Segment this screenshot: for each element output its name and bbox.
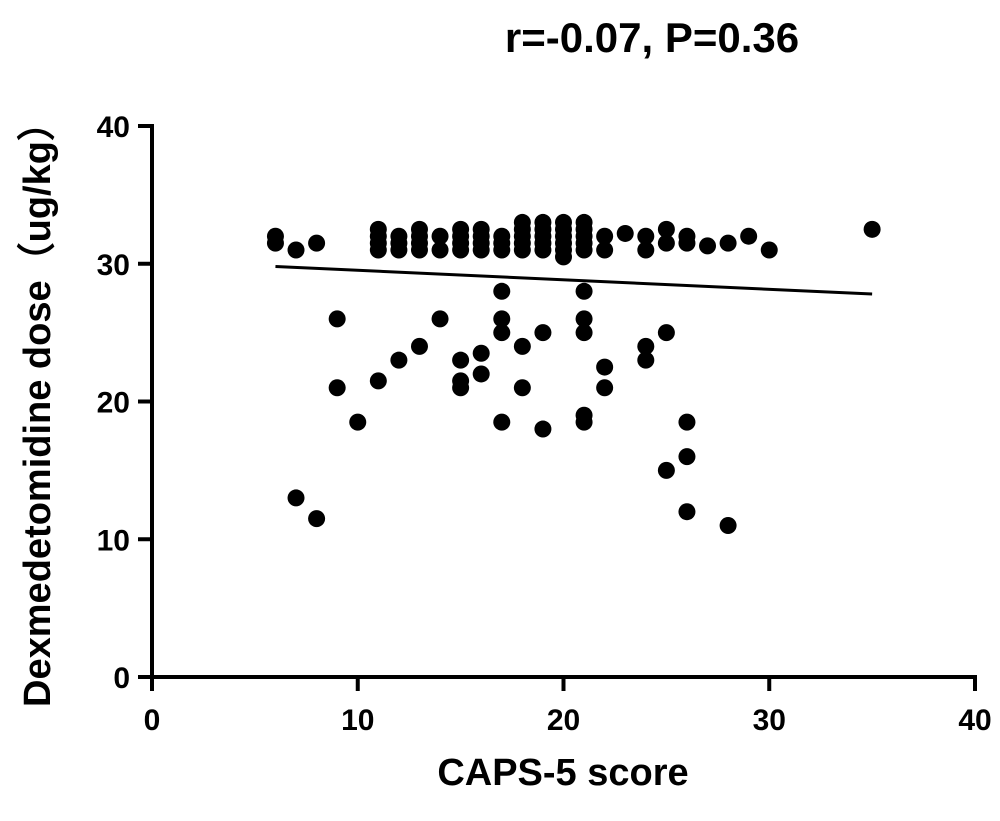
y-tick-label: 10 bbox=[97, 524, 130, 557]
data-point bbox=[349, 413, 367, 431]
data-point bbox=[637, 241, 655, 259]
data-point bbox=[596, 379, 614, 397]
data-point bbox=[534, 324, 552, 342]
y-axis-label: Dexmedetomidine dose（ug/kg） bbox=[17, 103, 59, 707]
data-point bbox=[410, 337, 428, 355]
y-tick-label: 20 bbox=[97, 387, 130, 420]
x-tick-label: 10 bbox=[341, 704, 374, 737]
data-point bbox=[678, 448, 696, 466]
data-point bbox=[431, 310, 449, 328]
data-point bbox=[308, 234, 326, 252]
data-point bbox=[472, 344, 490, 362]
x-tick-label: 20 bbox=[547, 704, 580, 737]
data-point bbox=[719, 516, 737, 534]
data-point bbox=[431, 227, 449, 245]
data-point bbox=[637, 227, 655, 245]
data-point bbox=[369, 372, 387, 390]
y-tick-label: 0 bbox=[113, 662, 130, 695]
data-point bbox=[657, 324, 675, 342]
data-point bbox=[513, 241, 531, 259]
y-tick-label: 30 bbox=[97, 249, 130, 282]
data-point bbox=[369, 241, 387, 259]
data-point bbox=[513, 379, 531, 397]
x-axis-label: CAPS-5 score bbox=[437, 752, 688, 794]
y-tick-label: 40 bbox=[97, 111, 130, 144]
data-point bbox=[740, 227, 758, 245]
data-point bbox=[678, 413, 696, 431]
data-point bbox=[760, 241, 778, 259]
regression-line-group bbox=[275, 265, 873, 296]
data-point bbox=[596, 227, 614, 245]
data-point bbox=[328, 310, 346, 328]
data-point bbox=[493, 282, 511, 300]
data-point bbox=[657, 220, 675, 238]
data-point bbox=[575, 282, 593, 300]
data-point bbox=[719, 234, 737, 252]
data-point bbox=[390, 351, 408, 369]
data-point bbox=[452, 241, 470, 259]
data-point bbox=[575, 310, 593, 328]
data-point bbox=[431, 241, 449, 259]
data-point bbox=[308, 510, 326, 528]
data-point bbox=[493, 324, 511, 342]
data-point bbox=[637, 351, 655, 369]
data-point bbox=[555, 248, 572, 266]
chart-title: r=-0.07, P=0.36 bbox=[505, 14, 799, 61]
data-point bbox=[328, 379, 346, 397]
data-point bbox=[493, 241, 511, 259]
data-points bbox=[266, 213, 881, 534]
data-point bbox=[390, 241, 408, 259]
data-point bbox=[534, 420, 552, 438]
data-point bbox=[534, 241, 552, 259]
data-point bbox=[493, 413, 511, 431]
data-point bbox=[266, 234, 284, 252]
data-point bbox=[575, 324, 593, 342]
data-point bbox=[657, 234, 675, 252]
data-point bbox=[596, 241, 614, 259]
data-point bbox=[287, 489, 305, 507]
data-point bbox=[616, 224, 634, 242]
data-point bbox=[678, 234, 696, 252]
data-point bbox=[657, 461, 675, 479]
x-tick-label: 0 bbox=[144, 704, 161, 737]
data-point bbox=[452, 351, 470, 369]
axes: 0 10 20 30 40 0 10 20 30 40 bbox=[97, 111, 992, 737]
data-point bbox=[637, 337, 655, 355]
data-point bbox=[472, 365, 490, 383]
data-point bbox=[452, 379, 470, 397]
data-point bbox=[699, 237, 717, 255]
data-point bbox=[287, 241, 305, 259]
x-tick-label: 30 bbox=[753, 704, 786, 737]
data-point bbox=[513, 337, 531, 355]
data-point bbox=[863, 220, 881, 238]
data-point bbox=[678, 503, 696, 521]
data-point bbox=[575, 413, 593, 431]
data-point bbox=[410, 241, 428, 259]
regression-line bbox=[275, 265, 873, 296]
data-point bbox=[575, 241, 593, 259]
data-point bbox=[493, 310, 511, 328]
data-point bbox=[596, 358, 614, 376]
x-tick-label: 40 bbox=[958, 704, 991, 737]
data-point bbox=[472, 241, 490, 259]
